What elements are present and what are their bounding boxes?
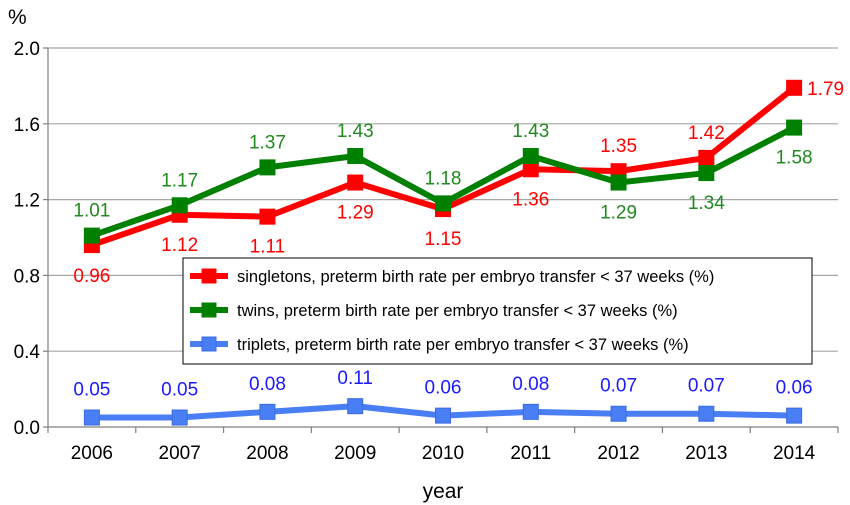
legend-label: triplets, preterm birth rate per embryo … (237, 336, 689, 354)
marker-triplets (522, 403, 539, 420)
data-label-twins: 1.43 (512, 121, 549, 142)
legend-swatch-marker (201, 302, 217, 318)
legend-box (182, 257, 813, 365)
data-label-singletons: 1.29 (337, 203, 374, 224)
y-tick-label: 1.2 (14, 191, 40, 212)
data-label-twins: 1.34 (688, 193, 725, 214)
x-tick-label: 2014 (773, 443, 816, 464)
data-label-singletons: 1.36 (512, 189, 549, 210)
series-triplets (83, 398, 803, 426)
marker-singletons (347, 174, 364, 191)
data-label-twins: 1.18 (425, 168, 462, 189)
marker-triplets (698, 405, 715, 422)
marker-twins (259, 159, 276, 176)
data-label-singletons: 0.96 (73, 266, 110, 287)
y-tick-label: 1.6 (14, 115, 40, 136)
x-axis-title: year (423, 480, 464, 503)
y-axis-title: % (8, 6, 27, 29)
legend-entry-singletons: singletons, preterm birth rate per embry… (190, 268, 714, 286)
data-label-twins: 1.43 (337, 121, 374, 142)
data-label-triplets: 0.07 (688, 376, 725, 397)
series-singletons (83, 79, 803, 254)
legend: singletons, preterm birth rate per embry… (182, 257, 813, 365)
marker-triplets (83, 409, 100, 426)
legend-swatch-marker (201, 336, 217, 352)
marker-singletons (786, 79, 803, 96)
data-label-triplets: 0.05 (73, 380, 110, 401)
marker-twins (610, 174, 627, 191)
legend-entry-triplets: triplets, preterm birth rate per embryo … (190, 336, 689, 354)
marker-twins (522, 148, 539, 165)
data-label-triplets: 0.06 (425, 378, 462, 399)
marker-twins (786, 119, 803, 136)
data-label-triplets: 0.11 (337, 368, 373, 389)
data-label-singletons: 1.15 (425, 229, 462, 250)
marker-triplets (610, 405, 627, 422)
marker-singletons (522, 161, 539, 178)
x-tick-label: 2008 (246, 443, 288, 464)
legend-swatch-marker (201, 268, 217, 284)
data-label-singletons: 1.12 (161, 235, 198, 256)
marker-triplets (347, 398, 364, 415)
x-tick-label: 2007 (159, 443, 201, 464)
marker-twins (347, 148, 364, 165)
data-label-twins: 1.37 (249, 132, 286, 153)
legend-label: singletons, preterm birth rate per embry… (237, 268, 714, 286)
x-tick-label: 2010 (422, 443, 464, 464)
legend-entry-twins: twins, preterm birth rate per embryo tra… (190, 302, 678, 320)
data-label-twins: 1.01 (73, 201, 110, 222)
data-label-triplets: 0.08 (249, 374, 286, 395)
data-label-twins: 1.58 (776, 148, 813, 169)
series-line-singletons (90, 85, 796, 248)
series-twins (83, 119, 803, 244)
marker-triplets (171, 409, 188, 426)
data-label-twins: 1.17 (161, 170, 198, 191)
data-label-triplets: 0.06 (776, 378, 813, 399)
marker-twins (435, 195, 451, 212)
x-tick-label: 2012 (597, 443, 639, 464)
axes: 0.0 0.4 0.8 1.2 1.6 2.0 2006 2007 2008 2009 2010 20… (14, 39, 839, 464)
y-tick-label: 2.0 (14, 39, 40, 60)
marker-triplets (435, 407, 451, 424)
x-tick-label: 2013 (685, 443, 727, 464)
data-label-singletons: 1.35 (600, 136, 637, 157)
data-label-singletons: 1.42 (688, 123, 725, 144)
marker-singletons (698, 149, 715, 166)
series-lines (83, 79, 803, 426)
marker-triplets (786, 407, 803, 424)
marker-twins (171, 197, 188, 214)
data-label-triplets: 0.05 (161, 380, 198, 401)
data-labels: 0.96 1.12 1.11 1.29 1.15 1.36 1.35 1.42 1.79 1.01… (73, 79, 844, 401)
data-label-triplets: 0.07 (600, 376, 637, 397)
data-label-singletons: 1.11 (250, 237, 286, 258)
data-label-triplets: 0.08 (512, 374, 549, 395)
y-tick-label: 0.4 (14, 342, 41, 363)
y-tick-label: 0.0 (14, 418, 40, 439)
data-label-singletons: 1.79 (807, 79, 844, 100)
legend-label: twins, preterm birth rate per embryo tra… (237, 302, 678, 320)
marker-twins (698, 165, 715, 182)
x-tick-label: 2011 (510, 443, 551, 464)
x-tick-label: 2006 (71, 443, 113, 464)
marker-triplets (259, 403, 276, 420)
marker-twins (83, 227, 100, 244)
marker-singletons (259, 208, 276, 225)
y-tick-label: 0.8 (14, 266, 40, 287)
x-tick-label: 2009 (334, 443, 376, 464)
data-label-twins: 1.29 (600, 203, 637, 224)
